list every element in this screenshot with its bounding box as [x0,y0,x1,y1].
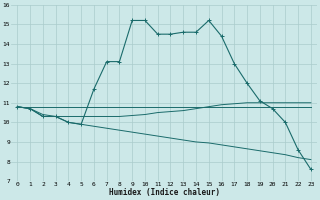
X-axis label: Humidex (Indice chaleur): Humidex (Indice chaleur) [108,188,220,197]
